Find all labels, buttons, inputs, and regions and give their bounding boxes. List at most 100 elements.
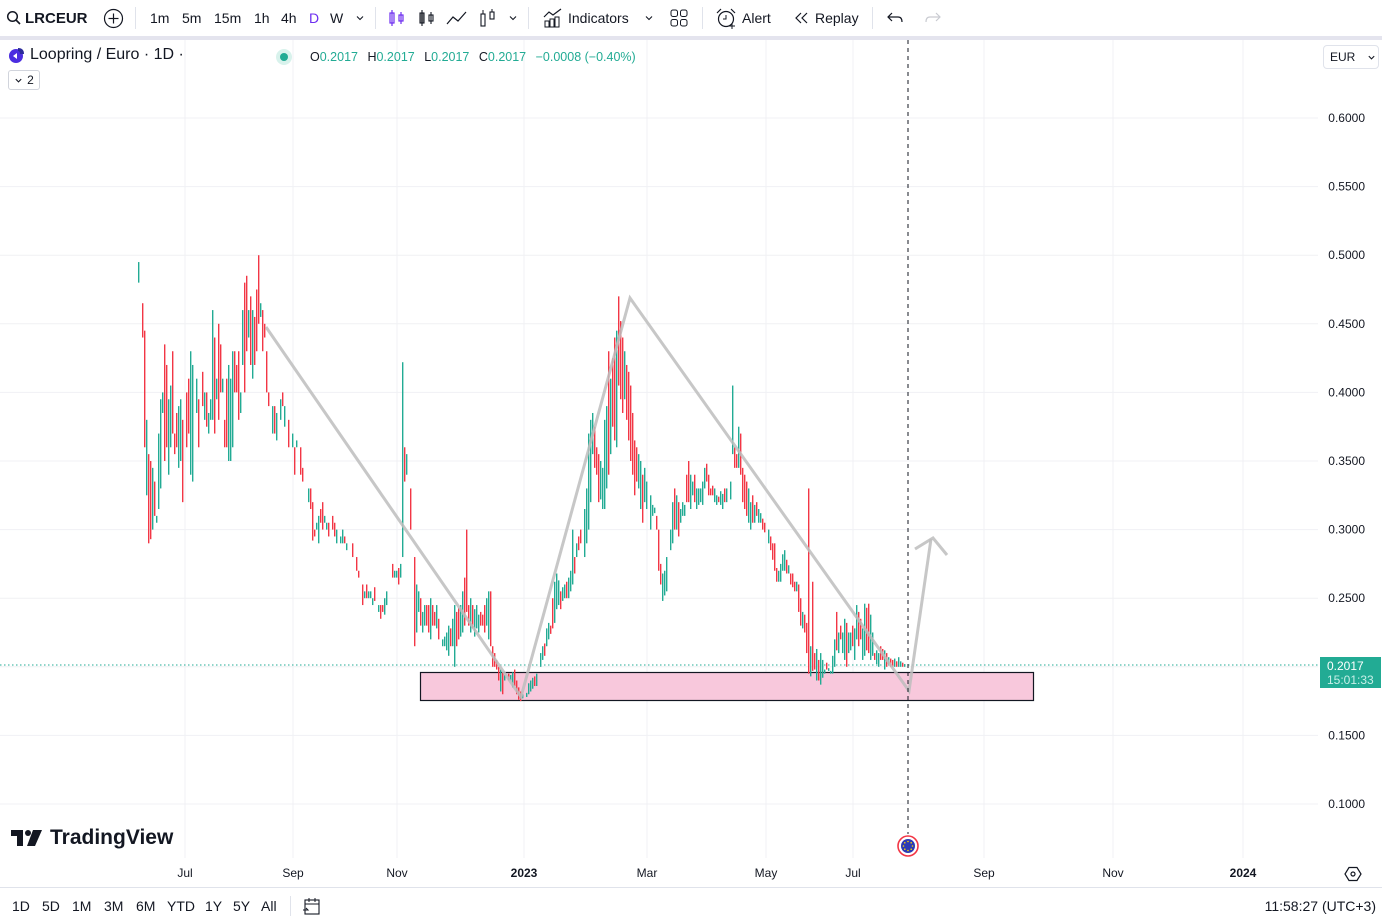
price-tick-label: 0.2500 xyxy=(1328,591,1365,605)
last-price-value: 0.2017 xyxy=(1327,659,1364,673)
chevron-down-icon xyxy=(1368,55,1375,60)
divider xyxy=(135,7,136,29)
arrow-head xyxy=(914,536,949,556)
range-1y[interactable]: 1Y xyxy=(205,898,223,914)
goto-date-icon[interactable] xyxy=(302,896,322,916)
hollow-candles-icon xyxy=(419,10,434,26)
hollow-candles-button[interactable] xyxy=(418,0,436,36)
price-tick-label: 0.6000 xyxy=(1328,111,1365,125)
line-chart-button[interactable] xyxy=(446,0,468,36)
chart-type-button[interactable] xyxy=(479,0,497,36)
open-value: 0.2017 xyxy=(319,50,358,64)
chevron-down-icon xyxy=(15,78,22,83)
interval-label: D xyxy=(309,10,320,26)
compare-symbol-button[interactable] xyxy=(103,0,124,36)
tradingview-logo[interactable]: TradingView xyxy=(11,826,173,850)
price-tick-label: 0.4000 xyxy=(1328,385,1365,399)
undo-button[interactable] xyxy=(886,0,904,36)
interval-label: 1h xyxy=(254,10,270,26)
symbol-title[interactable]: Loopring / Euro · 1D · xyxy=(30,46,184,63)
toolbar-separator xyxy=(0,36,1382,40)
range-3m[interactable]: 3M xyxy=(104,898,124,914)
alert-label: Alert xyxy=(742,10,771,26)
interval-1m[interactable]: 1m xyxy=(150,0,169,36)
low-value: 0.2017 xyxy=(431,50,470,64)
price-tick-label: 0.5000 xyxy=(1328,248,1365,262)
currency-select[interactable]: EUR xyxy=(1323,45,1379,69)
ohlc-values: O0.2017 H0.2017 L0.2017 C0.2017 −0.0008 … xyxy=(310,50,642,64)
low-label: L xyxy=(424,50,432,64)
redo-button[interactable] xyxy=(924,0,942,36)
replay-label: Replay xyxy=(815,10,859,26)
range-1m[interactable]: 1M xyxy=(72,898,92,914)
time-tick-label: 2024 xyxy=(1229,866,1257,880)
high-value: 0.2017 xyxy=(376,50,415,64)
time-tick-label: Nov xyxy=(1102,866,1124,880)
open-label: O xyxy=(310,50,320,64)
price-chart[interactable]: 0.6000 0.5500 0.5000 0.4500 0.4000 0.3500 0.30… xyxy=(0,40,1382,858)
pattern-drawing-line[interactable] xyxy=(264,294,933,701)
range-5d[interactable]: 5D xyxy=(42,898,60,914)
clock-timezone[interactable]: 11:58:27 (UTC+3) xyxy=(1264,898,1376,914)
top-toolbar: LRCEUR 1m 5m 15m 1h 4h D W Indicators Al… xyxy=(0,0,1382,36)
bars-style-button[interactable] xyxy=(388,0,406,36)
range-ytd[interactable]: YTD xyxy=(167,898,195,914)
interval-label: 1m xyxy=(150,10,170,26)
collapse-indicators-button[interactable]: 2 xyxy=(8,70,40,90)
market-status-dot[interactable] xyxy=(274,48,294,66)
layouts-button[interactable] xyxy=(670,0,688,36)
change-value: −0.0008 (−0.40%) xyxy=(535,50,636,64)
close-value: 0.2017 xyxy=(487,50,527,64)
interval-label: W xyxy=(330,10,344,26)
interval-4h[interactable]: 4h xyxy=(281,0,297,36)
interval-label: 15m xyxy=(214,10,242,26)
settings-icon[interactable] xyxy=(1344,866,1362,882)
currency-label: EUR xyxy=(1330,50,1356,64)
range-all[interactable]: All xyxy=(261,898,277,914)
bottom-toolbar: 1D 5D 1M 3M 6M YTD 1Y 5Y All 11:58:27 (U… xyxy=(0,888,1382,922)
interval-5m[interactable]: 5m xyxy=(182,0,201,36)
close-label: C xyxy=(478,50,488,64)
divider xyxy=(528,7,529,29)
price-axis[interactable]: 0.6000 0.5500 0.5000 0.4500 0.4000 0.3500 0.30… xyxy=(1328,111,1365,811)
range-5y[interactable]: 5Y xyxy=(233,898,251,914)
price-tick-label: 0.4500 xyxy=(1328,317,1365,331)
indicators-dropdown[interactable] xyxy=(644,0,654,36)
price-tick-label: 0.3000 xyxy=(1328,523,1365,537)
time-axis[interactable]: Jul Sep Nov 2023 Mar May Jul Sep Nov 2024 xyxy=(0,858,1382,888)
indicators-icon xyxy=(543,8,562,28)
time-tick-label: 2023 xyxy=(510,866,538,880)
chevron-down-icon xyxy=(509,16,517,21)
time-tick-label: Jul xyxy=(845,866,861,880)
range-6m[interactable]: 6M xyxy=(136,898,156,914)
interval-1h[interactable]: 1h xyxy=(254,0,270,36)
plus-circle-icon xyxy=(103,8,124,28)
bottom-separator xyxy=(0,887,1382,888)
interval-w[interactable]: W xyxy=(330,0,343,36)
time-tick-label: Sep xyxy=(973,866,995,880)
replay-button[interactable]: Replay xyxy=(793,0,859,36)
time-tick-label: Mar xyxy=(636,866,658,880)
bar-type-icon xyxy=(480,9,495,27)
time-tick-label: Sep xyxy=(282,866,304,880)
interval-15m[interactable]: 15m xyxy=(214,0,241,36)
tradingview-logo-icon xyxy=(11,830,42,846)
interval-label: 5m xyxy=(182,10,202,26)
divider xyxy=(290,896,291,916)
eu-flag-event-icon[interactable] xyxy=(897,835,919,857)
rewind-icon xyxy=(795,12,808,24)
interval-dropdown[interactable] xyxy=(355,0,365,36)
brand-name: TradingView xyxy=(50,826,174,849)
range-1d[interactable]: 1D xyxy=(12,898,30,914)
chart-type-dropdown[interactable] xyxy=(508,0,518,36)
interval-d[interactable]: D xyxy=(309,0,319,36)
indicators-button[interactable]: Indicators xyxy=(542,0,629,36)
symbol-search[interactable]: LRCEUR xyxy=(6,0,88,36)
alarm-clock-icon xyxy=(716,8,736,29)
alert-button[interactable]: Alert xyxy=(715,0,771,36)
divider xyxy=(872,7,873,29)
time-tick-label: Nov xyxy=(386,866,408,880)
loopring-logo-icon xyxy=(9,48,24,63)
chart-grid xyxy=(0,40,1318,858)
bar-countdown: 15:01:33 xyxy=(1327,673,1374,687)
